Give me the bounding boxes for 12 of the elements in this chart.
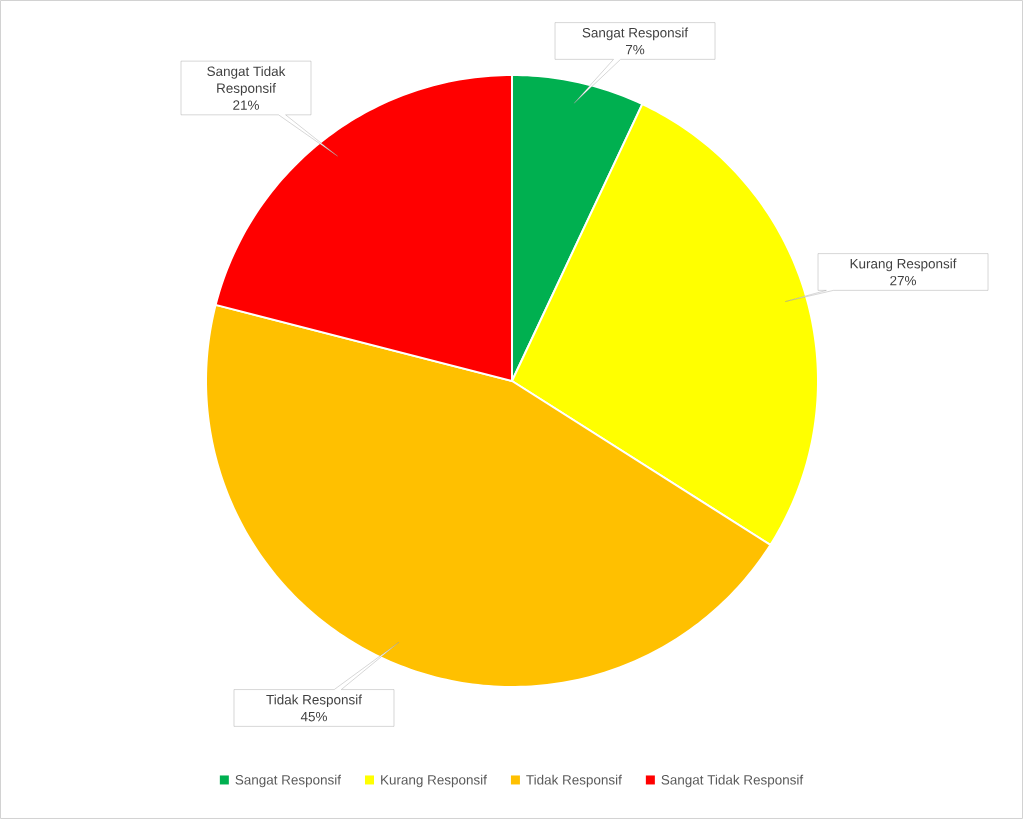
data-label: 27%	[890, 275, 916, 286]
legend-label: Kurang Responsif	[381, 774, 487, 788]
slice-label: Tidak Responsif	[266, 694, 362, 708]
data-label: 21%	[233, 100, 259, 110]
legend-label: Sangat Responsif	[235, 774, 341, 788]
slice-label: Kurang Responsif	[850, 258, 957, 272]
data-label: 45%	[300, 711, 327, 722]
legend-label: Sangat Tidak Responsif	[661, 774, 804, 788]
slice-label: Sangat Tidak Responsif	[207, 66, 286, 96]
legend-label: Tidak Responsif	[526, 774, 622, 788]
slice-label: Sangat Responsif	[582, 27, 689, 41]
data-label: 7%	[625, 44, 645, 55]
